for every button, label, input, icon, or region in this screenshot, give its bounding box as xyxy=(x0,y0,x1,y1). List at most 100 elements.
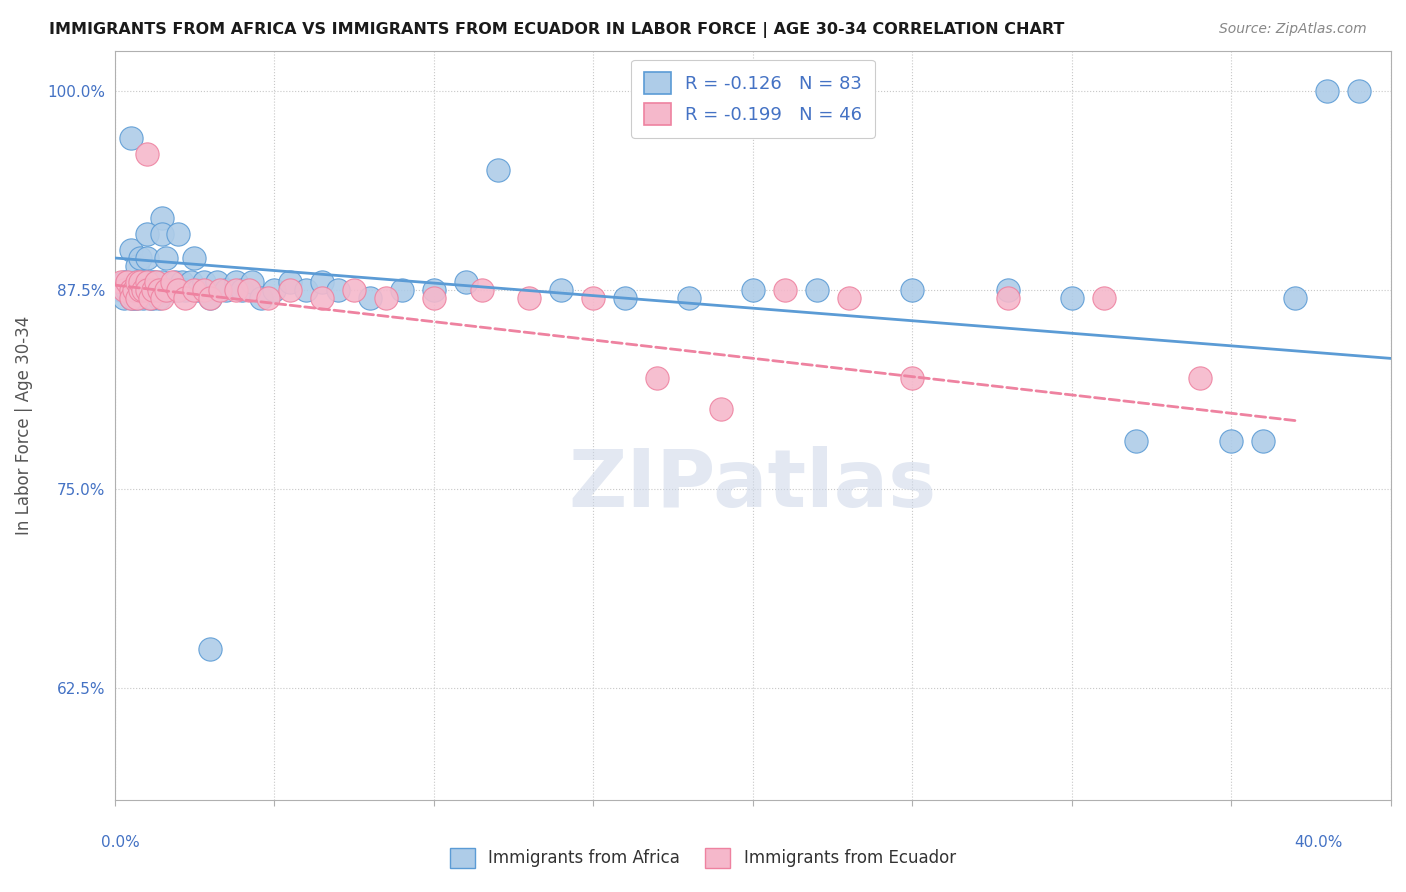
Point xyxy=(142,291,165,305)
Point xyxy=(122,275,145,289)
Point xyxy=(391,283,413,297)
Point xyxy=(142,283,165,297)
Text: 40.0%: 40.0% xyxy=(1295,836,1343,850)
Point xyxy=(125,275,148,289)
Point xyxy=(129,283,152,297)
Point xyxy=(1188,370,1211,384)
Point xyxy=(311,291,333,305)
Point xyxy=(135,283,157,297)
Point xyxy=(486,163,509,178)
Point xyxy=(231,283,253,297)
Point xyxy=(710,402,733,417)
Point xyxy=(155,283,177,297)
Point xyxy=(142,283,165,297)
Point xyxy=(125,275,148,289)
Point xyxy=(132,291,155,305)
Point xyxy=(167,227,190,241)
Point xyxy=(148,283,170,297)
Point xyxy=(773,283,796,297)
Legend: Immigrants from Africa, Immigrants from Ecuador: Immigrants from Africa, Immigrants from … xyxy=(443,841,963,875)
Point xyxy=(145,275,167,289)
Point xyxy=(142,275,165,289)
Point xyxy=(167,283,190,297)
Point xyxy=(240,275,263,289)
Point xyxy=(125,291,148,305)
Point xyxy=(117,275,139,289)
Point xyxy=(1284,291,1306,305)
Point xyxy=(155,283,177,297)
Point xyxy=(208,283,231,297)
Point xyxy=(1316,84,1339,98)
Point xyxy=(173,283,195,297)
Point xyxy=(129,283,152,297)
Point xyxy=(132,283,155,297)
Point xyxy=(519,291,541,305)
Point xyxy=(152,227,174,241)
Point xyxy=(132,283,155,297)
Point xyxy=(165,275,187,289)
Point xyxy=(152,275,174,289)
Point xyxy=(120,243,142,257)
Point xyxy=(135,283,157,297)
Point xyxy=(135,251,157,265)
Point xyxy=(1125,434,1147,449)
Point xyxy=(1253,434,1275,449)
Point xyxy=(645,370,668,384)
Point xyxy=(997,283,1019,297)
Point xyxy=(129,275,152,289)
Point xyxy=(278,283,301,297)
Point xyxy=(225,283,247,297)
Point xyxy=(1060,291,1083,305)
Point xyxy=(122,291,145,305)
Point xyxy=(138,275,160,289)
Text: 0.0%: 0.0% xyxy=(101,836,141,850)
Point xyxy=(160,283,183,297)
Point xyxy=(132,275,155,289)
Point xyxy=(180,275,202,289)
Point xyxy=(112,275,135,289)
Point xyxy=(120,283,142,297)
Point xyxy=(135,147,157,161)
Point xyxy=(183,283,205,297)
Point xyxy=(125,259,148,273)
Point xyxy=(225,275,247,289)
Point xyxy=(152,211,174,226)
Point xyxy=(374,291,396,305)
Point xyxy=(120,131,142,145)
Point xyxy=(160,275,183,289)
Point xyxy=(614,291,637,305)
Text: Source: ZipAtlas.com: Source: ZipAtlas.com xyxy=(1219,22,1367,37)
Point xyxy=(193,275,215,289)
Point xyxy=(1220,434,1243,449)
Point xyxy=(205,275,228,289)
Point xyxy=(135,275,157,289)
Point xyxy=(187,283,209,297)
Point xyxy=(170,275,193,289)
Point xyxy=(183,251,205,265)
Point xyxy=(263,283,285,297)
Point xyxy=(422,291,444,305)
Point xyxy=(148,283,170,297)
Point xyxy=(1092,291,1115,305)
Point xyxy=(250,291,273,305)
Point xyxy=(193,283,215,297)
Point xyxy=(129,251,152,265)
Point xyxy=(200,641,222,656)
Point xyxy=(741,283,763,297)
Point xyxy=(359,291,381,305)
Point xyxy=(311,275,333,289)
Legend: R = -0.126   N = 83, R = -0.199   N = 46: R = -0.126 N = 83, R = -0.199 N = 46 xyxy=(631,60,875,138)
Point xyxy=(112,291,135,305)
Point xyxy=(901,283,924,297)
Point xyxy=(422,283,444,297)
Point xyxy=(152,291,174,305)
Point xyxy=(173,291,195,305)
Point xyxy=(117,275,139,289)
Point xyxy=(278,275,301,289)
Point xyxy=(117,283,139,297)
Point xyxy=(145,283,167,297)
Point xyxy=(454,275,477,289)
Point xyxy=(838,291,860,305)
Point xyxy=(110,283,132,297)
Point xyxy=(135,227,157,241)
